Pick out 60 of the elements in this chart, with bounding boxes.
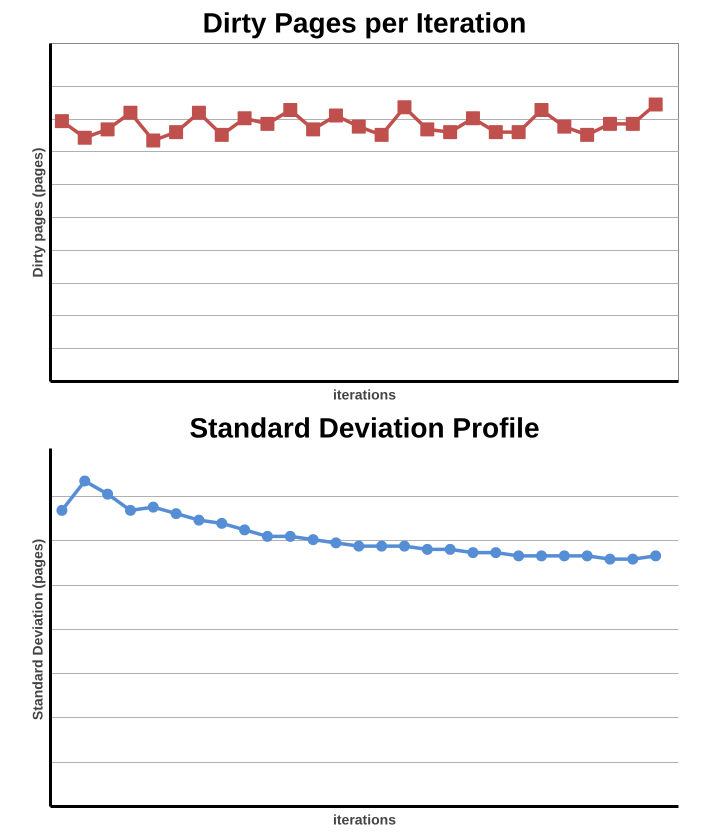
point	[490, 547, 502, 558]
point	[124, 504, 136, 516]
point	[214, 128, 229, 142]
x-axis-title: iterations	[332, 812, 396, 828]
point	[146, 133, 160, 148]
y-axis-title: Dirty pages (pages)	[30, 148, 46, 278]
point	[284, 530, 296, 542]
point	[582, 550, 593, 562]
point	[308, 534, 319, 546]
point	[604, 554, 616, 565]
point	[192, 106, 206, 120]
point	[444, 544, 456, 555]
point	[466, 111, 480, 126]
point	[330, 537, 342, 548]
point	[376, 540, 388, 552]
point	[169, 125, 184, 140]
point	[626, 116, 640, 131]
point	[580, 128, 594, 142]
chart-title: Dirty Pages per Iteration	[202, 8, 526, 38]
point	[79, 476, 90, 487]
point	[648, 97, 663, 112]
point	[260, 116, 274, 131]
point	[170, 508, 182, 520]
point	[397, 100, 412, 114]
point	[602, 116, 617, 131]
point	[422, 544, 433, 555]
point	[353, 540, 364, 552]
point	[100, 122, 115, 136]
point	[306, 122, 320, 136]
point	[467, 547, 478, 558]
point	[536, 550, 547, 562]
point	[193, 514, 204, 526]
point	[558, 550, 570, 562]
point	[512, 125, 526, 140]
point	[443, 125, 458, 140]
point	[123, 106, 138, 120]
point	[650, 550, 662, 562]
point	[78, 130, 92, 145]
x-axis-title: iterations	[332, 386, 396, 402]
point	[513, 550, 524, 562]
y-axis-title: Standard Deviation (pages)	[30, 538, 46, 720]
point	[216, 518, 228, 529]
point	[239, 524, 250, 536]
point	[54, 114, 69, 128]
point	[488, 125, 503, 140]
point	[102, 488, 114, 500]
point	[557, 120, 572, 134]
point	[148, 502, 159, 513]
point	[398, 540, 410, 552]
point	[534, 102, 548, 117]
point	[374, 128, 389, 142]
point	[627, 554, 638, 565]
point	[56, 504, 68, 516]
chart-title: Standard Deviation Profile	[189, 412, 540, 444]
point	[420, 122, 434, 136]
point	[352, 120, 366, 134]
point	[238, 111, 252, 126]
point	[328, 108, 343, 123]
point	[283, 102, 298, 117]
point	[262, 530, 273, 542]
